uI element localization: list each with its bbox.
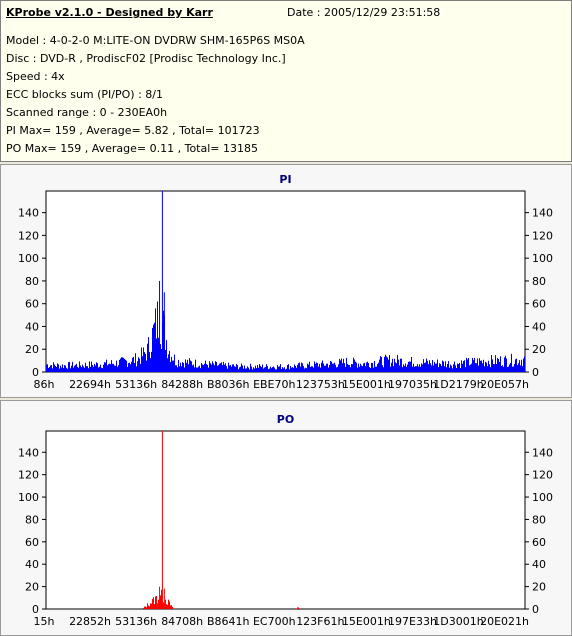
- po-ytick-label-left: 20: [25, 581, 39, 594]
- range-line: Scanned range : 0 - 230EA0h: [6, 106, 168, 119]
- pi-ytick-label-right: 20: [532, 343, 546, 356]
- po-xtick-label: 22852h: [69, 615, 111, 628]
- po-xtick-label: 15E001h: [342, 615, 391, 628]
- pi-ytick-label-right: 40: [532, 320, 546, 333]
- po-xtick-label: 84708h: [161, 615, 203, 628]
- disc-info-panel: KProbe v2.1.0 - Designed by Karr Date : …: [0, 0, 572, 162]
- pi-xtick-label: EBE70h: [253, 378, 295, 391]
- po-ytick-label-right: 60: [532, 536, 546, 549]
- po-xtick-label: B8641h: [207, 615, 250, 628]
- pi-ytick-label-left: 140: [18, 207, 39, 220]
- pi-xtick-label: 197035h: [388, 378, 437, 391]
- po-bars: [143, 431, 300, 609]
- pi-bars: [46, 191, 525, 372]
- po-xtick-label: 15h: [34, 615, 55, 628]
- pi-ytick-label-left: 100: [18, 252, 39, 265]
- pi-chart-panel: PI 0 0 20 20 40 40 60 60 80 80 100 100 120 120 140 140 86…: [0, 164, 572, 398]
- po-ytick-label-right: 120: [532, 469, 553, 482]
- po-ytick-label-right: 0: [532, 603, 539, 616]
- pi-stats-line: PI Max= 159 , Average= 5.82 , Total= 101…: [6, 124, 260, 137]
- po-ytick-label-right: 140: [532, 446, 553, 459]
- disc-line: Disc : DVD-R , ProdiscF02 [Prodisc Techn…: [6, 52, 286, 65]
- pi-xtick-label: 84288h: [161, 378, 203, 391]
- po-chart-title: PO: [277, 413, 294, 426]
- scan-date: Date : 2005/12/29 23:51:58: [287, 6, 441, 19]
- pi-xtick-label: 86h: [34, 378, 55, 391]
- po-ytick-label-right: 40: [532, 558, 546, 571]
- pi-chart: PI 0 0 20 20 40 40 60 60 80 80 100 100 120 120 140 140 86…: [18, 173, 553, 391]
- po-ytick-label-left: 140: [18, 446, 39, 459]
- po-xtick-label: EC700h: [253, 615, 296, 628]
- po-ytick-label-left: 120: [18, 469, 39, 482]
- pi-ytick-label-left: 20: [25, 343, 39, 356]
- pi-ytick-label-right: 60: [532, 298, 546, 311]
- po-ytick-label-right: 80: [532, 513, 546, 526]
- po-chart-panel: PO 0 0 20 20 40 40 60 60 80 80 100 100 120 120 140 140 15…: [0, 400, 572, 636]
- po-ytick-label-right: 100: [532, 491, 553, 504]
- pi-ytick-label-left: 120: [18, 229, 39, 242]
- pi-chart-title: PI: [279, 173, 291, 186]
- pi-xtick-label: 20E057h: [480, 378, 529, 391]
- po-ytick-label-left: 0: [32, 603, 39, 616]
- pi-xtick-label: 22694h: [69, 378, 111, 391]
- pi-ytick-label-right: 100: [532, 252, 553, 265]
- pi-xtick-label: 123753h: [296, 378, 345, 391]
- po-ytick-label-left: 40: [25, 558, 39, 571]
- po-ytick-label-left: 100: [18, 491, 39, 504]
- speed-line: Speed : 4x: [6, 70, 65, 83]
- model-line: Model : 4-0-2-0 M:LITE-ON DVDRW SHM-165P…: [6, 34, 305, 47]
- po-xtick-label: 123F61h: [296, 615, 344, 628]
- po-chart: PO 0 0 20 20 40 40 60 60 80 80 100 100 120 120 140 140 15…: [18, 413, 553, 628]
- po-xtick-label: 53136h: [115, 615, 157, 628]
- pi-xtick-label: 53136h: [115, 378, 157, 391]
- po-ytick-label-left: 60: [25, 536, 39, 549]
- pi-xtick-label: 1D2179h: [433, 378, 483, 391]
- po-ytick-label-right: 20: [532, 581, 546, 594]
- po-ytick-label-left: 80: [25, 513, 39, 526]
- po-stats-line: PO Max= 159 , Average= 0.11 , Total= 131…: [6, 142, 258, 155]
- pi-xtick-label: 15E001h: [342, 378, 391, 391]
- pi-ytick-label-right: 80: [532, 275, 546, 288]
- po-plot-area: [45, 430, 526, 610]
- pi-ytick-label-right: 0: [532, 366, 539, 379]
- pi-xtick-label: B8036h: [207, 378, 250, 391]
- ecc-line: ECC blocks sum (PI/PO) : 8/1: [6, 88, 163, 101]
- po-xtick-label: 1D3001h: [433, 615, 483, 628]
- po-xtick-label: 197E33h: [388, 615, 437, 628]
- po-xtick-label: 20E021h: [480, 615, 529, 628]
- pi-ytick-label-left: 80: [25, 275, 39, 288]
- pi-ytick-label-left: 40: [25, 320, 39, 333]
- pi-ytick-label-right: 120: [532, 229, 553, 242]
- app-title: KProbe v2.1.0 - Designed by Karr: [6, 6, 213, 19]
- pi-plot-area: [45, 190, 526, 373]
- pi-ytick-label-right: 140: [532, 207, 553, 220]
- pi-ytick-label-left: 60: [25, 298, 39, 311]
- pi-ytick-label-left: 0: [32, 366, 39, 379]
